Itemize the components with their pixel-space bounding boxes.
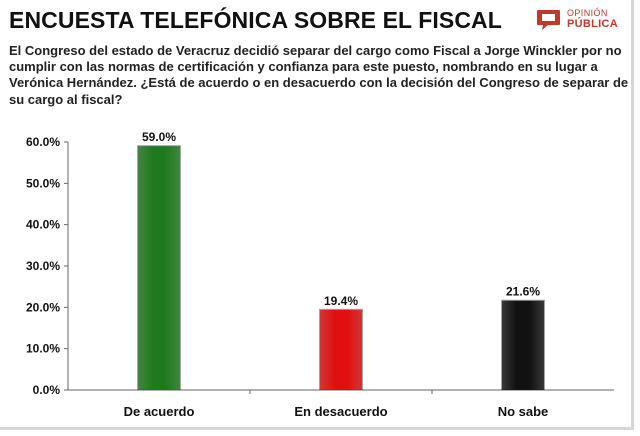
bar-en-desacuerdo [320, 309, 362, 390]
x-category-label: En desacuerdo [294, 404, 387, 419]
y-tick-label: 60.0% [26, 135, 60, 149]
speech-bubble-icon [537, 10, 560, 30]
bar-de-acuerdo [138, 146, 180, 390]
x-category-label: No sabe [498, 404, 549, 419]
y-tick-label: 0.0% [33, 383, 61, 397]
y-tick-label: 30.0% [26, 259, 60, 273]
chart-frame [0, 0, 634, 430]
logo-text-top: OPINIÓN [567, 8, 608, 18]
survey-question: El Congreso del estado de Veracruz decid… [9, 43, 629, 107]
data-label: 21.6% [506, 285, 540, 299]
page-title: ENCUESTA TELEFÓNICA SOBRE EL FISCAL [9, 7, 502, 33]
bar-no-sabe [502, 300, 544, 390]
y-tick-label: 50.0% [26, 176, 60, 190]
brand-logo: OPINIÓN PÚBLICA [536, 8, 626, 34]
data-label: 59.0% [142, 130, 176, 144]
y-tick-label: 10.0% [26, 342, 60, 356]
logo-text-bottom: PÚBLICA [567, 18, 618, 30]
y-tick-label: 20.0% [26, 300, 60, 314]
data-label: 19.4% [324, 294, 358, 308]
y-tick-label: 40.0% [26, 218, 60, 232]
x-category-label: De acuerdo [124, 404, 195, 419]
